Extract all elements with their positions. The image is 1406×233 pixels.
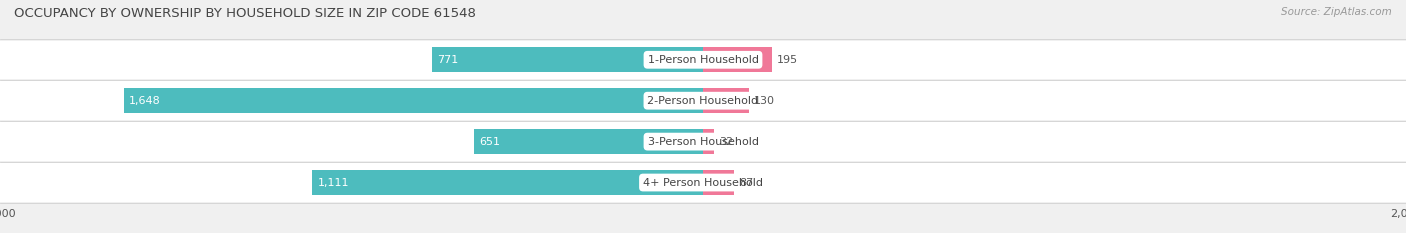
- Text: 32: 32: [720, 137, 734, 147]
- Text: 771: 771: [437, 55, 458, 65]
- Bar: [312, 170, 703, 195]
- Bar: [124, 88, 703, 113]
- Bar: [474, 129, 703, 154]
- Bar: [703, 47, 772, 72]
- Text: 3-Person Household: 3-Person Household: [648, 137, 758, 147]
- Bar: [703, 88, 749, 113]
- Text: Source: ZipAtlas.com: Source: ZipAtlas.com: [1281, 7, 1392, 17]
- Bar: [0, 41, 1406, 79]
- Text: 1,648: 1,648: [129, 96, 160, 106]
- Text: 195: 195: [778, 55, 799, 65]
- Bar: [0, 163, 1406, 202]
- Text: OCCUPANCY BY OWNERSHIP BY HOUSEHOLD SIZE IN ZIP CODE 61548: OCCUPANCY BY OWNERSHIP BY HOUSEHOLD SIZE…: [14, 7, 477, 20]
- Text: 1,111: 1,111: [318, 178, 349, 188]
- Bar: [0, 122, 1406, 161]
- Text: 130: 130: [754, 96, 775, 106]
- Text: 2-Person Household: 2-Person Household: [647, 96, 759, 106]
- Text: 87: 87: [740, 178, 754, 188]
- Bar: [432, 47, 703, 72]
- Text: 651: 651: [479, 137, 501, 147]
- Text: 4+ Person Household: 4+ Person Household: [643, 178, 763, 188]
- Bar: [703, 129, 714, 154]
- Bar: [703, 170, 734, 195]
- Text: 1-Person Household: 1-Person Household: [648, 55, 758, 65]
- Bar: [0, 82, 1406, 120]
